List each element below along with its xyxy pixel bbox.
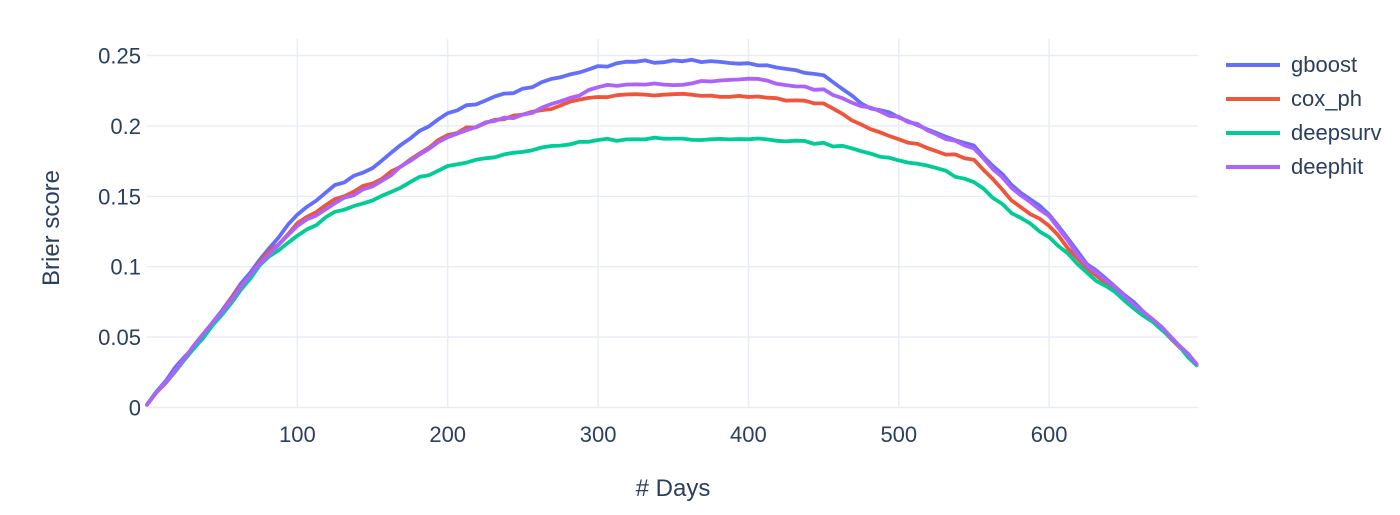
x-tick-label-300: 300	[580, 422, 617, 447]
legend-item-gboost[interactable]: gboost	[1226, 48, 1382, 82]
y-tick-label-0.1: 0.1	[110, 255, 141, 280]
y-tick-label-0: 0	[129, 396, 141, 421]
y-tick-label-0.25: 0.25	[98, 44, 141, 69]
legend-item-deepsurv[interactable]: deepsurv	[1226, 116, 1382, 150]
legend-label: deephit	[1291, 154, 1364, 179]
y-tick-label-0.05: 0.05	[98, 325, 141, 350]
x-tick-label-400: 400	[730, 422, 767, 447]
x-tick-label-100: 100	[279, 422, 316, 447]
series-line-gboost[interactable]	[145, 57, 1199, 407]
y-tick-label-0.2: 0.2	[110, 114, 141, 139]
legend-label: cox_ph	[1291, 86, 1362, 111]
legend-label: deepsurv	[1291, 120, 1382, 145]
legend: gboost cox_ph deepsurv deephit	[1226, 48, 1382, 184]
series-line-deepsurv[interactable]	[145, 135, 1199, 407]
legend-line-swatch-deephit	[1226, 165, 1280, 169]
x-tick-label-500: 500	[880, 422, 917, 447]
x-tick-label-200: 200	[429, 422, 466, 447]
legend-line-swatch-gboost	[1226, 63, 1280, 67]
series-line-deephit[interactable]	[145, 76, 1199, 407]
x-axis-title: # Days	[635, 475, 711, 502]
series-line-cox_ph[interactable]	[145, 91, 1199, 407]
x-tick-label-600: 600	[1031, 422, 1068, 447]
y-tick-label-0.15: 0.15	[98, 184, 141, 209]
y-axis-title: Brier score	[38, 169, 65, 287]
legend-item-cox_ph[interactable]: cox_ph	[1226, 82, 1382, 116]
legend-line-swatch-cox_ph	[1226, 97, 1280, 101]
legend-item-deephit[interactable]: deephit	[1226, 150, 1382, 184]
legend-line-swatch-deepsurv	[1226, 131, 1280, 135]
legend-label: gboost	[1291, 52, 1358, 77]
